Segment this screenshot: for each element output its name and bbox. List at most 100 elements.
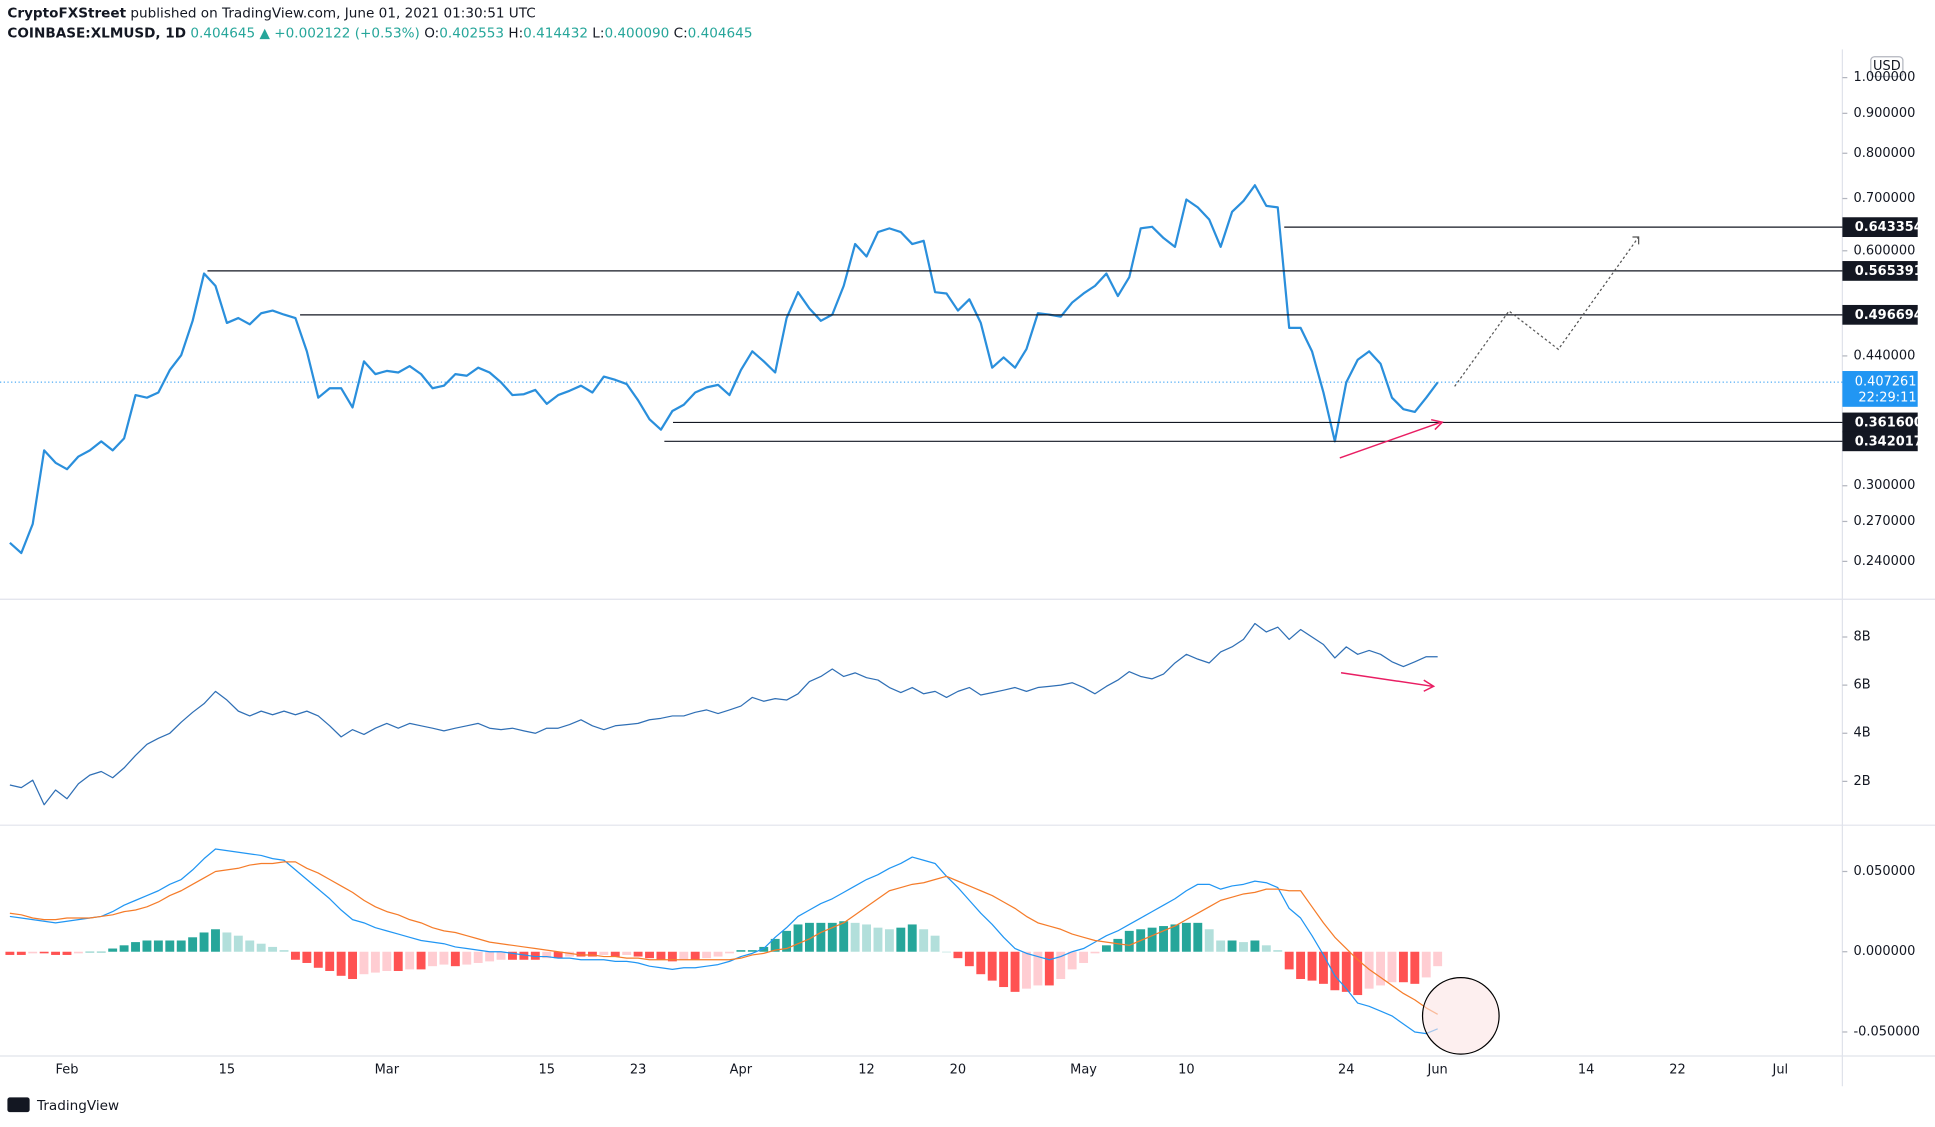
level-label: 0.643354 — [1855, 220, 1923, 235]
histogram-bar — [256, 943, 266, 952]
ohlc-value: 0.400090 — [604, 25, 669, 41]
line — [9, 622, 1438, 806]
x-tick-label: Jul — [1772, 1063, 1789, 1078]
x-tick-label: 14 — [1578, 1063, 1594, 1078]
histogram-bar — [359, 951, 369, 975]
histogram-bar — [5, 951, 15, 955]
histogram-bar — [1090, 951, 1100, 954]
header-line: CryptoFXStreet published on TradingView.… — [7, 6, 535, 22]
histogram-bar — [62, 951, 72, 955]
y-tick-label: 0.000000 — [1854, 944, 1916, 959]
histogram-bar — [713, 951, 723, 957]
histogram-bar — [770, 938, 780, 952]
currency: USD — [1873, 59, 1901, 74]
y-tick-label: 6B — [1854, 678, 1871, 693]
histogram-bar — [279, 950, 289, 952]
x-tick-label: 23 — [630, 1063, 646, 1078]
histogram-bar — [393, 951, 403, 971]
histogram-bar — [999, 951, 1009, 988]
histogram-bar — [485, 951, 495, 962]
histogram-bar — [1398, 951, 1408, 983]
published-text: published on TradingView.com, June 01, 2… — [130, 6, 535, 22]
x-tick-label: Mar — [375, 1063, 400, 1078]
histogram-bar — [1181, 922, 1191, 952]
histogram-bar — [804, 922, 814, 952]
histogram-bar — [382, 951, 392, 971]
x-tick-label: 12 — [858, 1063, 874, 1078]
histogram-bar — [1318, 951, 1328, 984]
histogram-bar — [119, 945, 129, 952]
histogram-bar — [462, 951, 472, 965]
y-tick-label: 1.000000 — [1854, 70, 1916, 85]
y-tick-label: 8B — [1854, 630, 1871, 645]
histogram-bar — [793, 924, 803, 952]
histogram-bar — [1239, 942, 1248, 952]
y-tick-label: 0.440000 — [1854, 348, 1916, 363]
projection-arrowhead — [1632, 236, 1640, 245]
histogram-bar — [16, 951, 26, 955]
divergence-arrow — [1340, 672, 1433, 688]
histogram-bar — [199, 932, 209, 952]
ohlc-label: C: — [674, 25, 688, 41]
histogram-bar — [862, 924, 871, 952]
histogram-bar — [907, 924, 917, 952]
histogram-bar — [576, 951, 586, 957]
histogram-bar — [450, 951, 460, 967]
histogram-bar — [1341, 951, 1351, 992]
change: ▲ +0.002122 (+0.53%) — [259, 25, 419, 41]
histogram-bar — [325, 951, 335, 971]
histogram-bar — [508, 951, 517, 960]
histogram-bar — [1261, 945, 1271, 952]
histogram-bar — [953, 951, 963, 959]
histogram-bar — [1364, 951, 1374, 989]
histogram-bar — [1216, 940, 1226, 952]
histogram-bar — [28, 951, 38, 954]
y-tick-label: 0.270000 — [1854, 514, 1916, 529]
currency-badge — [1870, 56, 1904, 78]
histogram-bar — [188, 937, 198, 952]
histogram-bar — [656, 951, 666, 960]
histogram-bar — [839, 921, 849, 952]
last-price-label: 0.407261 — [1855, 375, 1917, 390]
histogram-bar — [336, 951, 346, 976]
x-tick-label: Jun — [1427, 1063, 1448, 1078]
histogram-bar — [747, 950, 757, 952]
level-label-box — [1842, 412, 1918, 433]
y-tick-label: 0.800000 — [1854, 146, 1916, 161]
x-tick-label: 15 — [219, 1063, 235, 1078]
level-label: 0.565391 — [1855, 264, 1923, 279]
histogram-bar — [987, 951, 997, 981]
level-label-box — [1842, 261, 1918, 281]
histogram-bar — [553, 951, 563, 959]
histogram-bar — [930, 935, 940, 952]
histogram-bar — [1421, 951, 1431, 978]
y-tick-label: -0.050000 — [1854, 1024, 1920, 1039]
histogram-bar — [1079, 951, 1089, 963]
last: 0.404645 — [190, 25, 255, 41]
line — [9, 848, 1438, 1035]
histogram-bar — [1250, 940, 1260, 952]
ohlc-label: L: — [592, 25, 604, 41]
line — [9, 184, 1439, 555]
histogram-bar — [416, 951, 426, 970]
histogram-bar — [679, 951, 689, 960]
ohlc-value: 0.414432 — [523, 25, 588, 41]
divergence-arrow — [1339, 421, 1442, 459]
histogram-bar — [1376, 951, 1386, 986]
histogram-bar — [165, 940, 175, 952]
ohlc-value: 0.402553 — [439, 25, 504, 41]
histogram-bar — [1433, 951, 1443, 967]
y-tick-label: 4B — [1854, 726, 1871, 741]
histogram-bar — [245, 940, 255, 952]
histogram-bar — [622, 951, 632, 955]
histogram-bar — [1204, 929, 1214, 952]
histogram-bar — [896, 927, 906, 952]
histogram-bar — [1284, 951, 1294, 970]
histogram-bar — [496, 951, 506, 960]
ohlc-value: 0.404645 — [688, 25, 753, 41]
histogram-bar — [85, 951, 95, 953]
histogram-bar — [370, 951, 380, 973]
histogram-bar — [439, 951, 449, 965]
histogram-bar — [222, 932, 232, 952]
